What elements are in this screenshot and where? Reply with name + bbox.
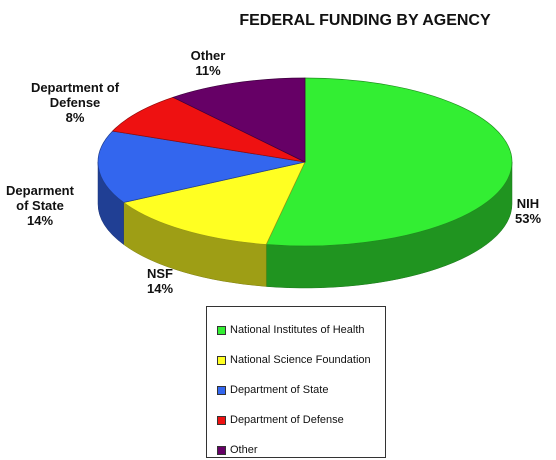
- legend-swatch: [217, 385, 226, 395]
- slice: [111, 96, 306, 163]
- slice-name: NIH: [516, 196, 540, 211]
- slice-label: Deparment of State 14%: [0, 183, 80, 228]
- slice-value: 8%: [65, 110, 85, 125]
- legend-swatch: [217, 445, 226, 455]
- legend-label: Department of Defense: [230, 414, 344, 426]
- legend-label: National Science Foundation: [230, 354, 371, 366]
- slice-label: Other 11%: [178, 48, 238, 78]
- slice: [265, 77, 513, 247]
- slice-value: 14%: [26, 213, 54, 228]
- slice-label: NSF 14%: [130, 266, 190, 296]
- legend-swatch: [217, 355, 226, 365]
- slice-label: Department of Defense 8%: [20, 80, 130, 125]
- slice: [97, 130, 306, 203]
- legend-item: Department of Defense: [217, 405, 385, 435]
- slice-name: Deparment of State: [6, 183, 74, 213]
- pie-area: [97, 77, 513, 289]
- slice: [172, 77, 306, 163]
- legend-item: National Institutes of Health: [217, 315, 385, 345]
- slice-label: NIH 53%: [498, 196, 556, 226]
- slice-value: 14%: [146, 281, 174, 296]
- chart-title: FEDERAL FUNDING BY AGENCY: [239, 12, 491, 29]
- slice-name: NSF: [147, 266, 173, 281]
- legend-item: National Science Foundation: [217, 345, 385, 375]
- slice: [122, 161, 306, 245]
- legend-label: Department of State: [230, 384, 329, 396]
- slice-name: Other: [190, 48, 226, 63]
- slice-value: 11%: [195, 63, 221, 78]
- legend-swatch: [217, 325, 226, 335]
- legend-label: National Institutes of Health: [230, 324, 365, 336]
- legend-swatch: [217, 415, 226, 425]
- slice-name: Department of Defense: [30, 80, 120, 110]
- legend-label: Other: [230, 444, 258, 456]
- legend-item: Other: [217, 435, 385, 460]
- legend: National Institutes of Health National Sc…: [206, 306, 386, 458]
- legend-item: Department of State: [217, 375, 385, 405]
- slice-value: 53%: [514, 211, 542, 226]
